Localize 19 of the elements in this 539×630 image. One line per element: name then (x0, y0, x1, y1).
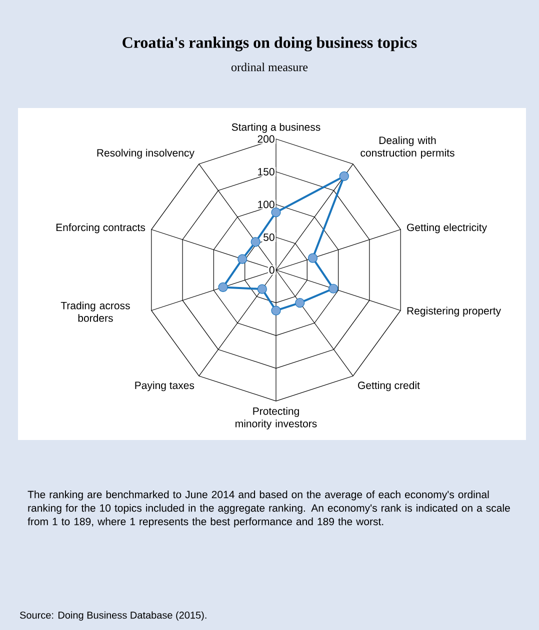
spoke-label: Resolving insolvency (97, 148, 194, 159)
spoke-label: Getting credit (358, 381, 420, 392)
source-note: Source: Doing Business Database (2015). (20, 611, 206, 621)
spoke-label: Dealing with construction permits (360, 136, 454, 159)
spoke-label: Enforcing contracts (56, 223, 146, 234)
spoke-label: Registering property (407, 306, 502, 317)
y-tick-label: 100 (258, 200, 274, 208)
text: The ranking are benchmarked to June 2014 and based on the average of each economy's ordinal ranking for the 10 topics included in the aggregate ranking. An economy's rank is indicated on a scale from 1 to 189, where 1 represents the best performance and 189 the worst. (28, 490, 510, 528)
y-tick-label: 0 (269, 266, 274, 274)
y-tick-label: 150 (258, 168, 274, 176)
y-tick-label: 50 (264, 234, 274, 241)
chart-subtitle: ordinal measure (231, 62, 308, 72)
y-tick-label: 200 (258, 135, 274, 143)
chart-title: Croatia's rankings on doing business topics (122, 36, 417, 52)
spoke-label: Protecting minority investors (236, 407, 317, 430)
spoke-label: Trading across borders (60, 302, 130, 322)
spoke-label: Starting a business (232, 123, 320, 133)
spoke-label: Getting electricity (407, 223, 488, 234)
spoke-label: Paying taxes (135, 381, 194, 392)
